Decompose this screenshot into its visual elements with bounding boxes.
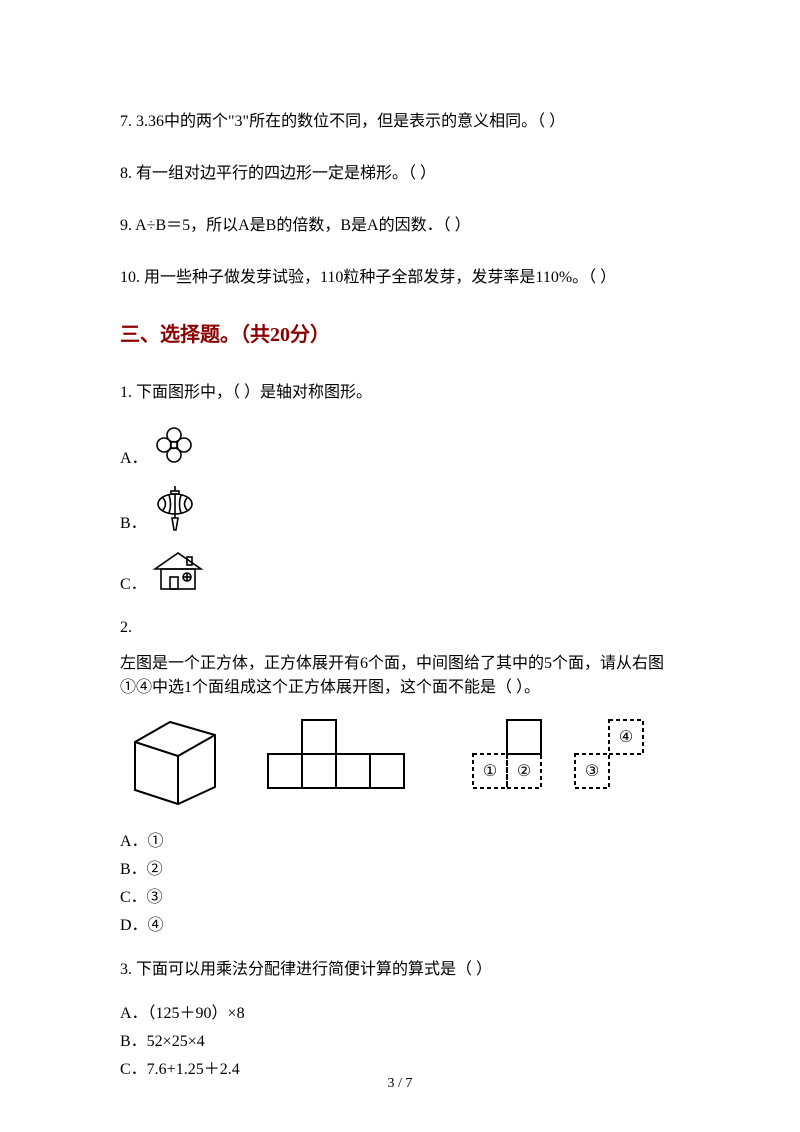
page-number: 3 / 7 [0,1076,800,1092]
cube-icon [120,712,230,812]
option-label-c: C． [120,570,147,598]
option-label-a: A． [120,444,148,472]
option-label-b: B． [120,509,147,537]
page-content: 7. 3.36中的两个"3"所在的数位不同，但是表示的意义相同。（ ） 8. 有… [0,0,800,1082]
lantern-icon [151,484,199,537]
question-10: 10. 用一些种子做发芽试验，110粒种子全部发芽，发芽率是110%。（ ） [120,266,680,290]
net-numbered-icon: ① ② ③ ④ [465,712,650,812]
q2-option-d: D．④ [120,914,680,938]
section-3-header: 三、选择题。（共20分） [120,318,680,347]
question-8: 8. 有一组对边平行的四边形一定是梯形。（ ） [120,162,680,186]
house-icon [151,549,205,598]
q3-option-a: A．（125＋90）×8 [120,1002,680,1026]
q1-option-a: A． [120,423,680,472]
question-7: 7. 3.36中的两个"3"所在的数位不同，但是表示的意义相同。（ ） [120,110,680,134]
q3-text: 3. 下面可以用乘法分配律进行简便计算的算式是（ ） [120,958,680,982]
q3-option-b: B．52×25×4 [120,1030,680,1054]
q2-option-c: C．③ [120,886,680,910]
q1-option-c: C． [120,549,680,598]
q2-num: 2. [120,616,680,640]
q2-option-a: A．① [120,830,680,854]
svg-text:③: ③ [585,763,599,780]
net-5faces-icon [260,712,435,812]
q1-option-b: B． [120,484,680,537]
svg-text:①: ① [483,763,497,780]
svg-text:④: ④ [619,729,633,746]
q2-figures: ① ② ③ ④ [120,712,680,812]
question-9: 9. A÷B＝5，所以A是B的倍数，B是A的因数．（ ） [120,214,680,238]
flower-icon [152,423,196,472]
q2-option-b: B．② [120,858,680,882]
q2-text: 左图是一个正方体，正方体展开有6个面，中间图给了其中的5个面，请从右图①④中选1… [120,652,680,700]
svg-text:②: ② [517,763,531,780]
q1-text: 1. 下面图形中，（ ）是轴对称图形。 [120,381,680,405]
